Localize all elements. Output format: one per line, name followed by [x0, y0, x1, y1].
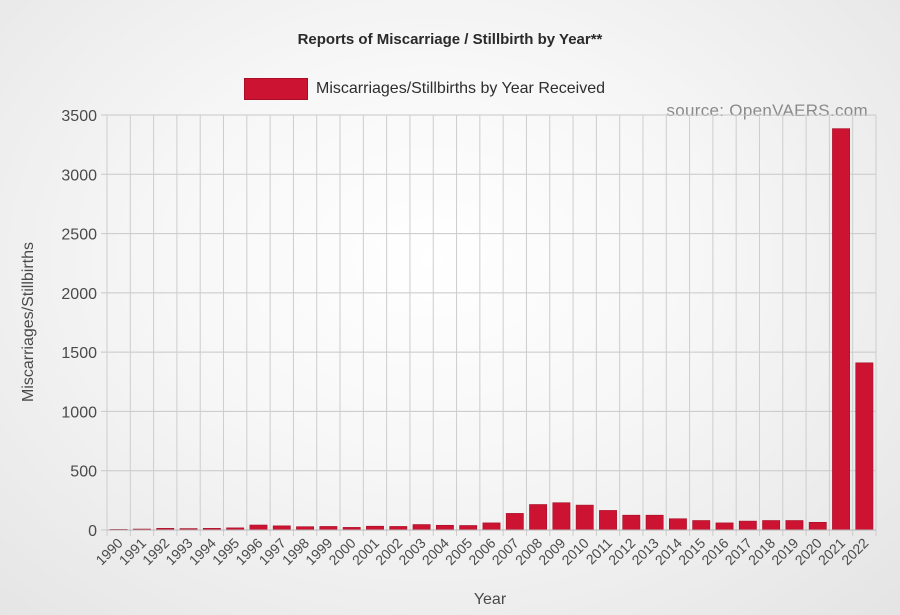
bar-2003 [412, 524, 431, 531]
bar-2017 [738, 520, 757, 531]
x-axis-title: Year [474, 591, 507, 608]
bar-2019 [785, 520, 804, 531]
y-tick-label: 3500 [61, 108, 97, 125]
bar-1999 [319, 526, 338, 531]
chart-title: Reports of Miscarriage / Stillbirth by Y… [297, 31, 603, 48]
x-tick-label: 2022 [838, 535, 871, 568]
bar-2018 [762, 520, 781, 531]
y-tick-label: 3000 [61, 167, 97, 184]
bar-2009 [552, 502, 571, 531]
bar-2014 [669, 518, 687, 531]
bar-2007 [505, 513, 524, 531]
bar-2001 [366, 525, 384, 531]
y-tick-label: 2500 [61, 227, 97, 244]
y-tick-label: 1000 [61, 404, 97, 421]
bar-2013 [645, 514, 664, 531]
bar-1997 [272, 525, 291, 531]
bar-2020 [808, 521, 827, 531]
bar-2011 [599, 510, 617, 531]
y-axis-title: Miscarriages/Stillbirths [20, 242, 37, 402]
bar-2022 [855, 362, 874, 531]
grid [101, 114, 877, 536]
bars [109, 128, 874, 531]
bar-2008 [529, 504, 548, 531]
legend-label: Miscarriages/Stillbirths by Year Receive… [316, 80, 606, 97]
bar-2002 [389, 526, 408, 531]
bar-2012 [622, 514, 641, 531]
y-tick-label: 1500 [61, 345, 97, 362]
axes: 0500100015002000250030003500199019911992… [61, 108, 876, 568]
bar-2015 [692, 520, 711, 531]
bar-2005 [459, 525, 478, 531]
y-tick-label: 2000 [61, 286, 97, 303]
bar-2021 [832, 128, 850, 531]
bar-2004 [435, 524, 454, 531]
bar-2006 [482, 522, 501, 531]
bar-1996 [249, 524, 268, 531]
legend-swatch [244, 78, 308, 100]
y-tick-label: 500 [70, 464, 97, 481]
legend: Miscarriages/Stillbirths by Year Receive… [244, 77, 605, 101]
bar-2016 [715, 522, 734, 531]
bar-2010 [575, 504, 594, 531]
y-tick-label: 0 [88, 523, 97, 540]
